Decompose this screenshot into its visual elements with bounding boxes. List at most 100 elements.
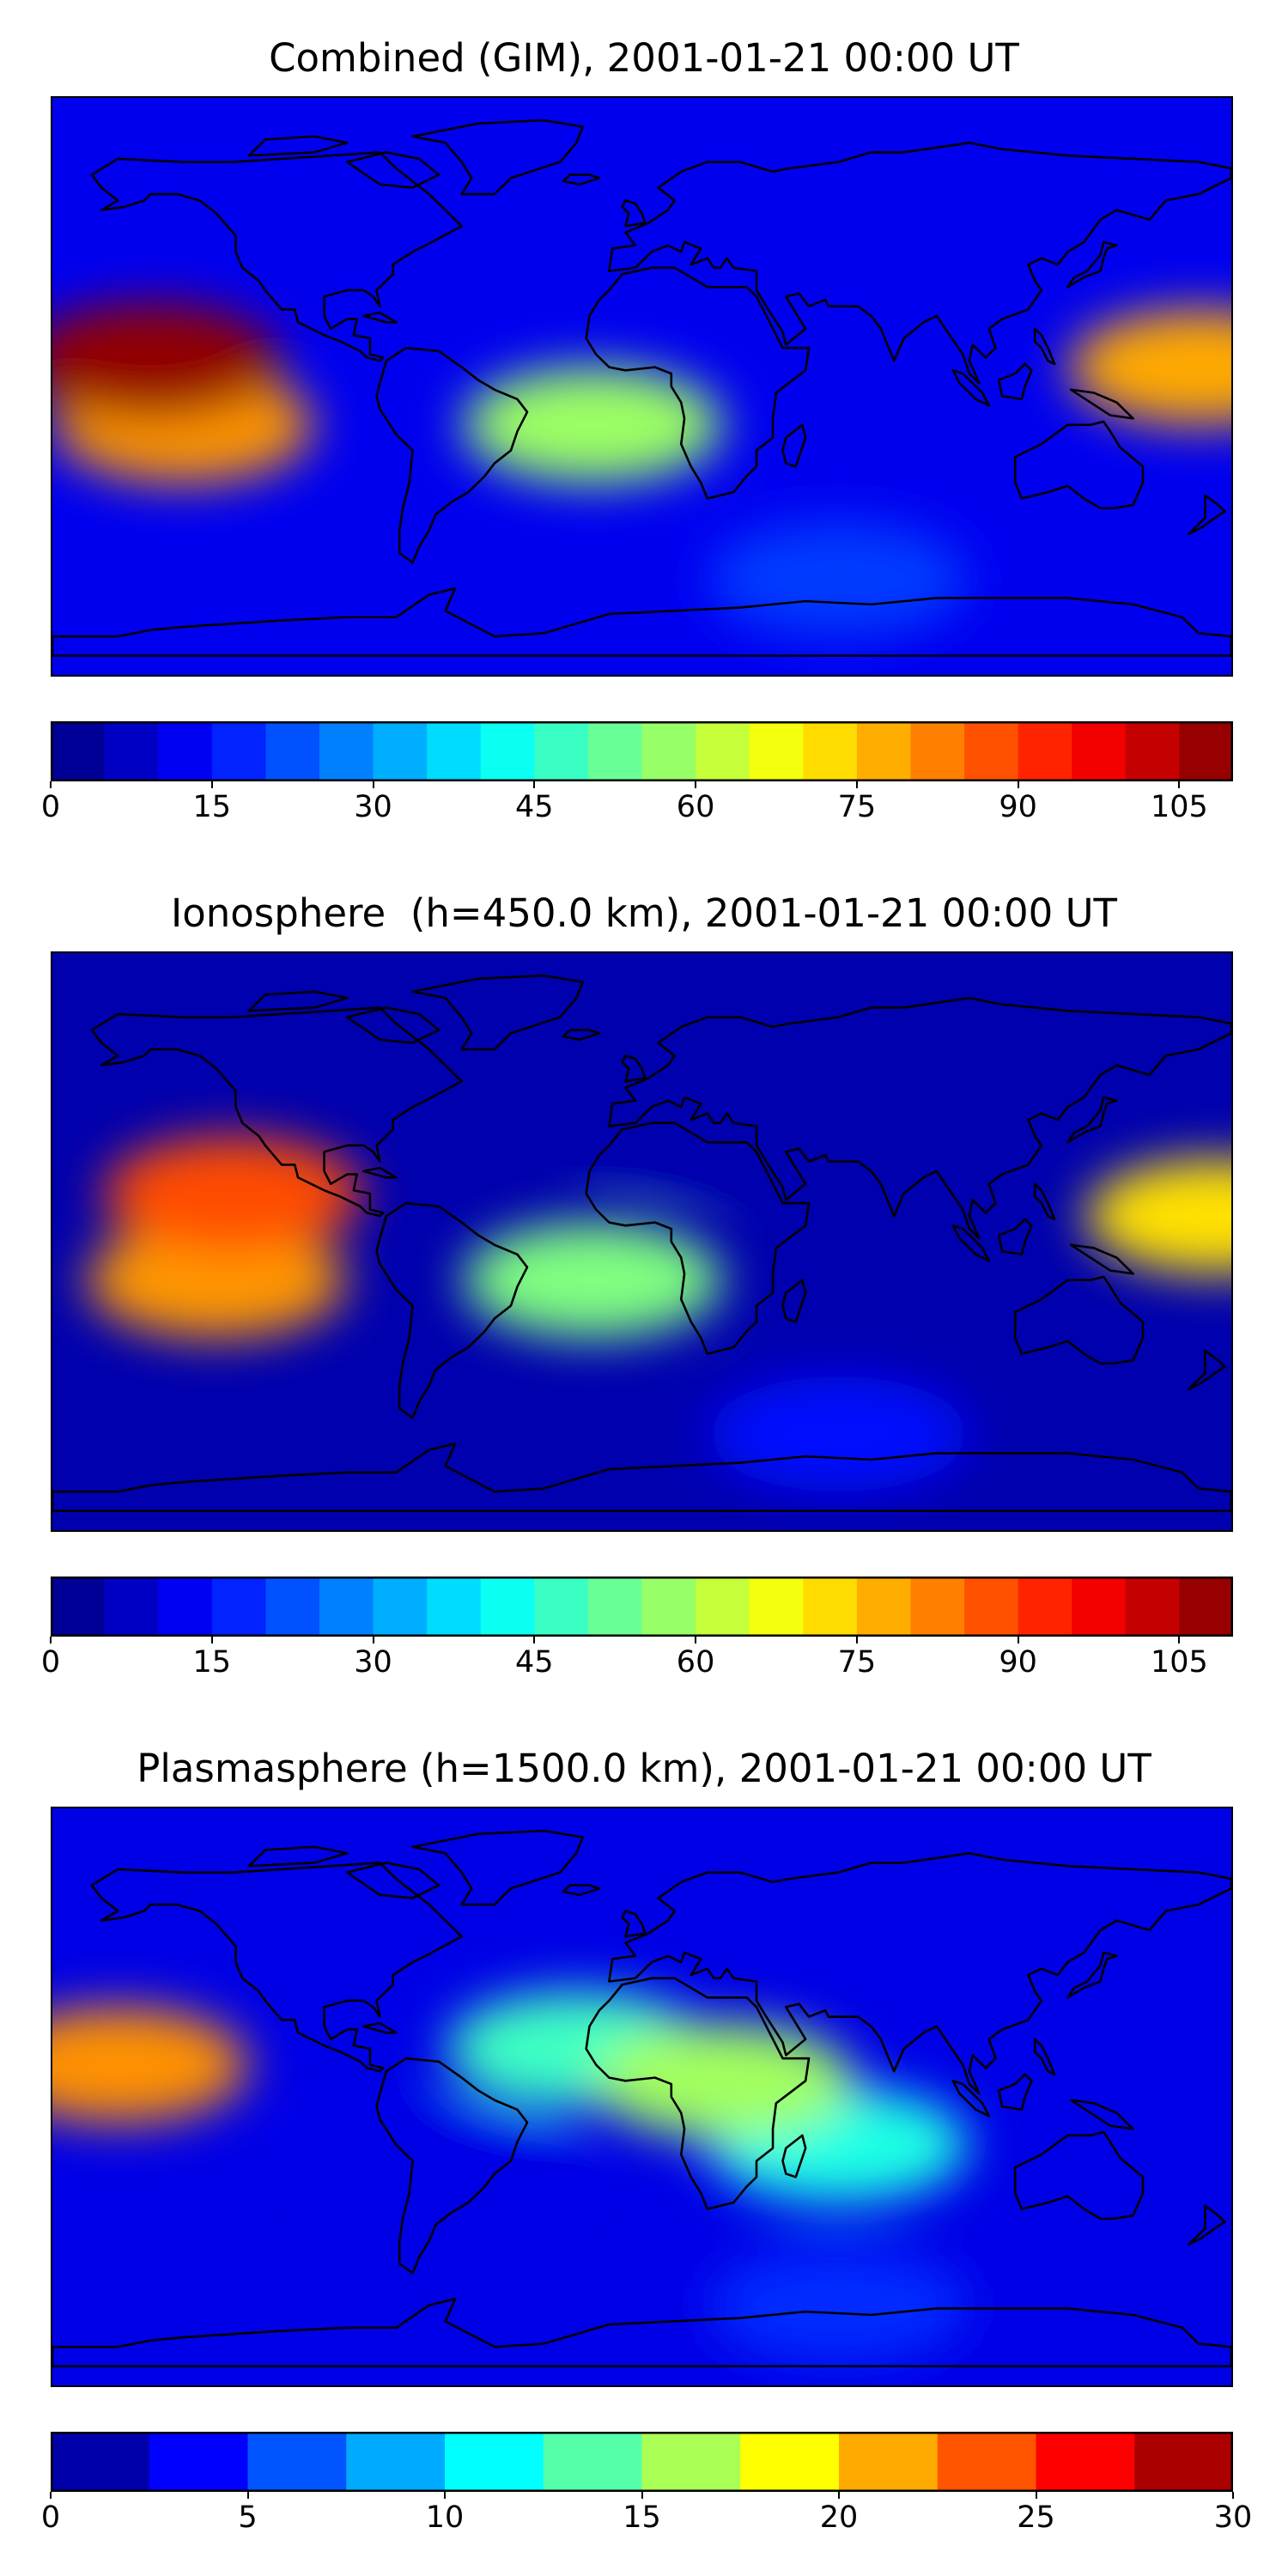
colorbar-segment (319, 721, 374, 781)
colorbar-segment (480, 721, 535, 781)
colorbar-segment (587, 1577, 642, 1637)
colorbar-tick-label: 30 (354, 790, 392, 824)
coastline-greenland (411, 974, 585, 1051)
colorbar-segment (937, 2432, 1036, 2492)
map-svg (52, 1808, 1231, 2385)
coastline-japan (1066, 1951, 1118, 1999)
coastline-new-zealand (1188, 2204, 1226, 2246)
colorbar-segment (641, 721, 696, 781)
colorbar-tick-label: 45 (515, 1645, 554, 1680)
colorbar-tick-label: 0 (40, 2500, 61, 2535)
coastline-eurasia (608, 1851, 1231, 2095)
field-feature (708, 520, 969, 637)
coastline-new-zealand (1188, 1349, 1226, 1391)
colorbar-tick-mark (1232, 2492, 1234, 2499)
coastline-iceland (562, 173, 601, 186)
map-svg (52, 98, 1231, 675)
field-feature (1084, 1157, 1231, 1274)
colorbar-segment (247, 2432, 347, 2492)
colorbar-segment (1072, 1577, 1127, 1637)
coastline-borneo (997, 2073, 1033, 2111)
coastline-antarctica (52, 1442, 1231, 1512)
coastline-cuba (362, 311, 398, 324)
colorbar-plasmasphere (51, 2432, 1233, 2492)
colorbar-segment (839, 2432, 939, 2492)
colorbar-tick-mark (50, 1637, 52, 1643)
field-feature (708, 2247, 969, 2363)
colorbar-segment (856, 1577, 911, 1637)
colorbar-segment (158, 721, 213, 781)
panel-title: Ionosphere (h=450.0 km), 2001-01-21 00:0… (170, 890, 1118, 936)
colorbar-ticks-combined: 0 15 30 45 60 75 90 105 (41, 781, 1233, 840)
colorbar-segment (1018, 721, 1072, 781)
coastline-antarctica (52, 586, 1231, 657)
colorbar-tick-mark (1017, 781, 1019, 788)
coastline-baffin (346, 1862, 440, 1899)
map-svg (52, 953, 1231, 1530)
coastline-new-zealand (1188, 494, 1226, 536)
colorbar-tick-label: 30 (354, 1645, 392, 1680)
colorbar-segment (1036, 2432, 1135, 2492)
coastline-iceland (562, 1884, 601, 1897)
colorbar-segment (910, 721, 965, 781)
field-feature (577, 1072, 837, 1188)
colorbar-segment (319, 1577, 374, 1637)
colorbar-segment (1072, 721, 1127, 781)
colorbar-tick-mark (1017, 1637, 1019, 1643)
colorbar-segment (641, 1577, 696, 1637)
coastline-british-isles (621, 1910, 647, 1938)
colorbar-segment (104, 1577, 159, 1637)
colorbar-svg (51, 2432, 1233, 2492)
colorbar-segment (1179, 721, 1233, 781)
coastline-africa (585, 266, 811, 500)
coastline-south-america (375, 346, 529, 564)
panel-title: Plasmasphere (h=1500.0 km), 2001-01-21 0… (137, 1746, 1151, 1791)
colorbar-segment (51, 2432, 150, 2492)
colorbar-tick-label: 30 (1213, 2500, 1253, 2535)
colorbar-border (51, 2432, 1233, 2492)
colorbar-segment (1018, 1577, 1072, 1637)
coastline-antarctica (52, 2297, 1231, 2367)
colorbar-tick-mark (1178, 781, 1181, 788)
field-feature (708, 1376, 969, 1492)
colorbar-tick-label: 0 (40, 1645, 61, 1680)
field-feature (86, 1222, 346, 1339)
colorbar-tick-mark (50, 781, 52, 788)
colorbar-tick-label: 15 (623, 2500, 661, 2535)
colorbar-segment (740, 2432, 840, 2492)
colorbar-tick-mark (855, 781, 858, 788)
coastline-baffin (346, 151, 440, 189)
colorbar-ionosphere (51, 1577, 1233, 1637)
field-feature (463, 367, 723, 483)
coastline-philippines (1033, 2038, 1056, 2076)
coastline-greenland (411, 1829, 585, 1906)
panel-title: Combined (GIM), 2001-01-21 00:00 UT (269, 35, 1019, 81)
field-feature (512, 98, 772, 204)
colorbar-svg (51, 721, 1233, 781)
coastline-australia (1013, 1275, 1145, 1365)
colorbar-segment (964, 721, 1019, 781)
colorbar-segment (696, 721, 750, 781)
coastline-philippines (1033, 327, 1056, 366)
coastline-south-america (375, 2057, 529, 2275)
colorbar-segment (1125, 721, 1180, 781)
coastline-arctic-islands (247, 1845, 349, 1868)
coastline-madagascar (781, 2134, 807, 2178)
colorbar-border (51, 721, 1233, 781)
colorbar-segment (749, 721, 804, 781)
colorbar-segment (910, 1577, 965, 1637)
colorbar-tick-mark (641, 2492, 643, 2499)
field-feature (102, 1135, 362, 1252)
colorbar-segment (641, 2432, 741, 2492)
colorbar-segment (1125, 1577, 1180, 1637)
colorbar-segment (803, 721, 858, 781)
coastline-new-guinea (1069, 2099, 1134, 2130)
coastline-sumatra (951, 1224, 991, 1262)
colorbar-segment (543, 2432, 642, 2492)
colorbar-segment (265, 1577, 320, 1637)
colorbar-tick-label: 25 (1017, 2500, 1055, 2535)
field-feature (315, 2103, 575, 2219)
coastline-greenland (411, 118, 585, 196)
colorbar-segment (534, 721, 589, 781)
colorbar-tick-label: 105 (1151, 790, 1208, 824)
